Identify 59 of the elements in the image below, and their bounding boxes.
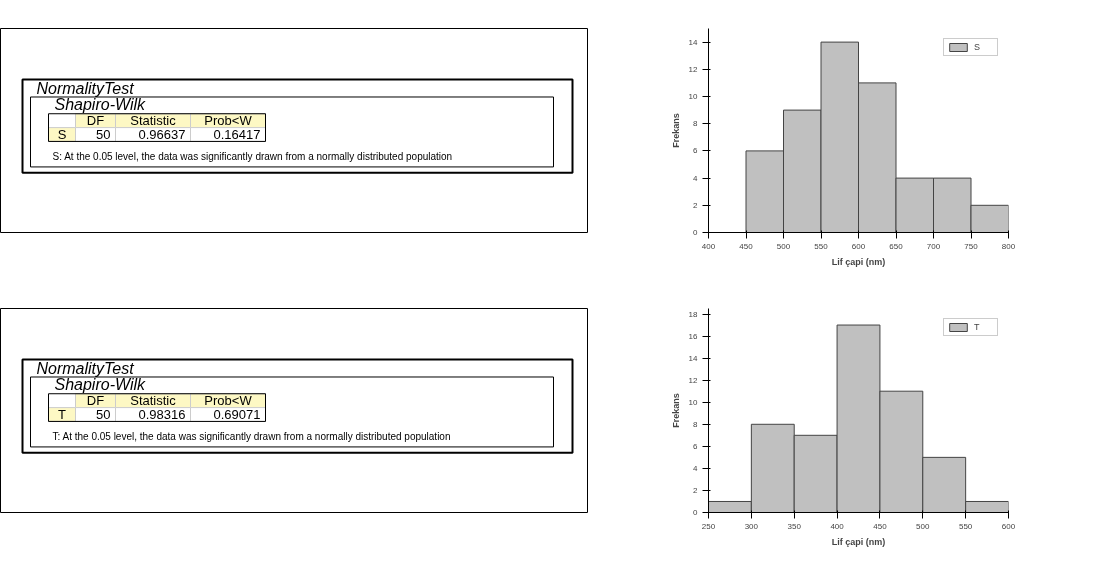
text: 50 <box>96 407 111 423</box>
y-tick-label: 8 <box>693 419 699 429</box>
y-tick-label: 16 <box>688 331 699 341</box>
y-tick-label: 2 <box>693 200 699 210</box>
x-tick-label: 550 <box>814 241 829 251</box>
text: 0.96637 <box>138 127 186 143</box>
y-tick-label: 10 <box>688 397 699 407</box>
y-tick-label: 12 <box>688 375 699 385</box>
y-tick-label: 8 <box>693 119 699 129</box>
x-tick-label: 400 <box>830 521 845 531</box>
text: T: At the 0.05 level, the data was significantly drawn from a normally distributed population <box>52 430 451 442</box>
y-tick-label: 4 <box>693 173 699 183</box>
text: 0.69071 <box>213 407 261 423</box>
text: Statistic <box>130 393 177 409</box>
x-tick-label: 700 <box>926 241 941 251</box>
y-tick-label: 0 <box>693 228 699 237</box>
y-tick-label: 6 <box>693 441 699 451</box>
x-tick-label: 650 <box>889 241 904 251</box>
text: DF <box>86 393 105 409</box>
text: S: At the 0.05 level, the data was significantly drawn from a normally distributed population <box>52 150 453 162</box>
x-tick-label: 300 <box>744 521 759 531</box>
y-tick-label: 4 <box>693 463 699 473</box>
text: 0.16417 <box>213 127 261 143</box>
x-tick-label: 500 <box>916 521 931 531</box>
legend-label: T <box>974 322 981 332</box>
x-tick-label: 600 <box>1001 521 1016 531</box>
legend-label: S <box>974 42 981 52</box>
y-tick-label: 12 <box>688 64 699 74</box>
x-tick-label: 500 <box>776 241 791 251</box>
x-axis-title: Lif çapi (nm) <box>831 256 886 267</box>
y-tick-label: 2 <box>693 485 699 495</box>
text: NormalityTest <box>36 359 135 377</box>
y-tick-label: 14 <box>688 353 699 363</box>
x-tick-label: 450 <box>739 241 754 251</box>
y-axis-title: Frekans <box>670 393 681 428</box>
text: NormalityTest <box>36 79 135 97</box>
y-tick-label: 6 <box>693 146 699 156</box>
text: 50 <box>96 127 111 143</box>
y-tick-label: 18 <box>688 309 699 319</box>
text: 0.98316 <box>138 407 186 423</box>
x-tick-label: 400 <box>701 241 716 251</box>
x-tick-label: 250 <box>701 521 716 531</box>
text: S <box>57 127 67 143</box>
text: Prob<W <box>204 393 253 409</box>
x-tick-label: 750 <box>964 241 979 251</box>
y-axis-title: Frekans <box>670 113 681 148</box>
y-tick-label: 10 <box>688 92 699 101</box>
text: Statistic <box>130 113 177 129</box>
y-tick-label: 14 <box>688 37 699 47</box>
text: DF <box>86 113 105 129</box>
x-tick-label: 800 <box>1001 241 1016 251</box>
x-tick-label: 600 <box>851 241 866 251</box>
x-tick-label: 550 <box>958 521 973 531</box>
x-axis-title: Lif çapi (nm) <box>831 536 886 547</box>
y-tick-label: 0 <box>693 508 699 517</box>
x-tick-label: 450 <box>873 521 888 531</box>
text: T <box>58 407 67 423</box>
text: Prob<W <box>204 113 253 129</box>
x-tick-label: 350 <box>787 521 802 531</box>
